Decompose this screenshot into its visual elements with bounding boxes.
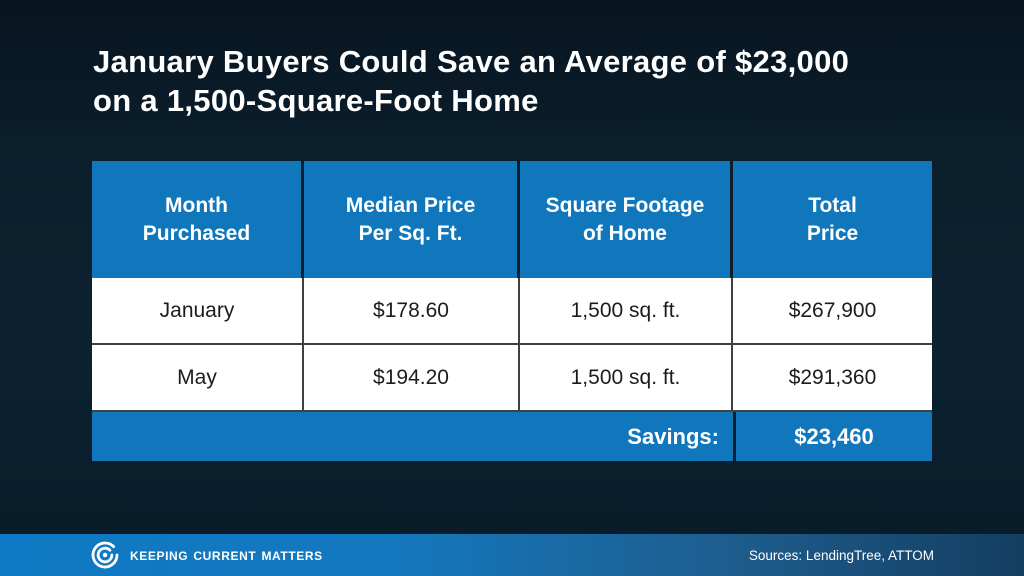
table-row: January $178.60 1,500 sq. ft. $267,900 bbox=[92, 278, 932, 345]
table-header-median-price: Median Price Per Sq. Ft. bbox=[304, 161, 520, 278]
page-title-line-2: on a 1,500-Square-Foot Home bbox=[93, 83, 539, 118]
brand-name: Keeping Current Matters bbox=[130, 545, 323, 564]
page-title: January Buyers Could Save an Average of … bbox=[93, 42, 849, 120]
table-savings-row: Savings: $23,460 bbox=[92, 412, 932, 461]
table-header-total-price: Total Price bbox=[733, 161, 932, 278]
savings-label: Savings: bbox=[92, 412, 733, 461]
table-header-square-footage: Square Footage of Home bbox=[520, 161, 733, 278]
table-header-row: Month Purchased Median Price Per Sq. Ft.… bbox=[92, 161, 932, 278]
page-title-line-1: January Buyers Could Save an Average of … bbox=[93, 44, 850, 79]
sources-text: Sources: LendingTree, ATTOM bbox=[748, 547, 934, 563]
savings-value: $23,460 bbox=[733, 412, 932, 461]
kcm-swirl-icon bbox=[90, 540, 120, 570]
cell-may-price-per-sqft: $194.20 bbox=[304, 345, 520, 412]
cell-january-month: January bbox=[92, 278, 304, 345]
cell-may-month: May bbox=[92, 345, 304, 412]
cell-january-price-per-sqft: $178.60 bbox=[304, 278, 520, 345]
table-header-month-purchased: Month Purchased bbox=[92, 161, 304, 278]
cell-january-square-footage: 1,500 sq. ft. bbox=[520, 278, 733, 345]
table-row: May $194.20 1,500 sq. ft. $291,360 bbox=[92, 345, 932, 412]
cell-may-total-price: $291,360 bbox=[733, 345, 932, 412]
savings-table: Month Purchased Median Price Per Sq. Ft.… bbox=[92, 161, 932, 461]
cell-january-total-price: $267,900 bbox=[733, 278, 932, 345]
footer-bar: Keeping Current Matters Sources: Lending… bbox=[0, 534, 1024, 576]
cell-may-square-footage: 1,500 sq. ft. bbox=[520, 345, 733, 412]
brand-logo: Keeping Current Matters bbox=[90, 534, 323, 576]
